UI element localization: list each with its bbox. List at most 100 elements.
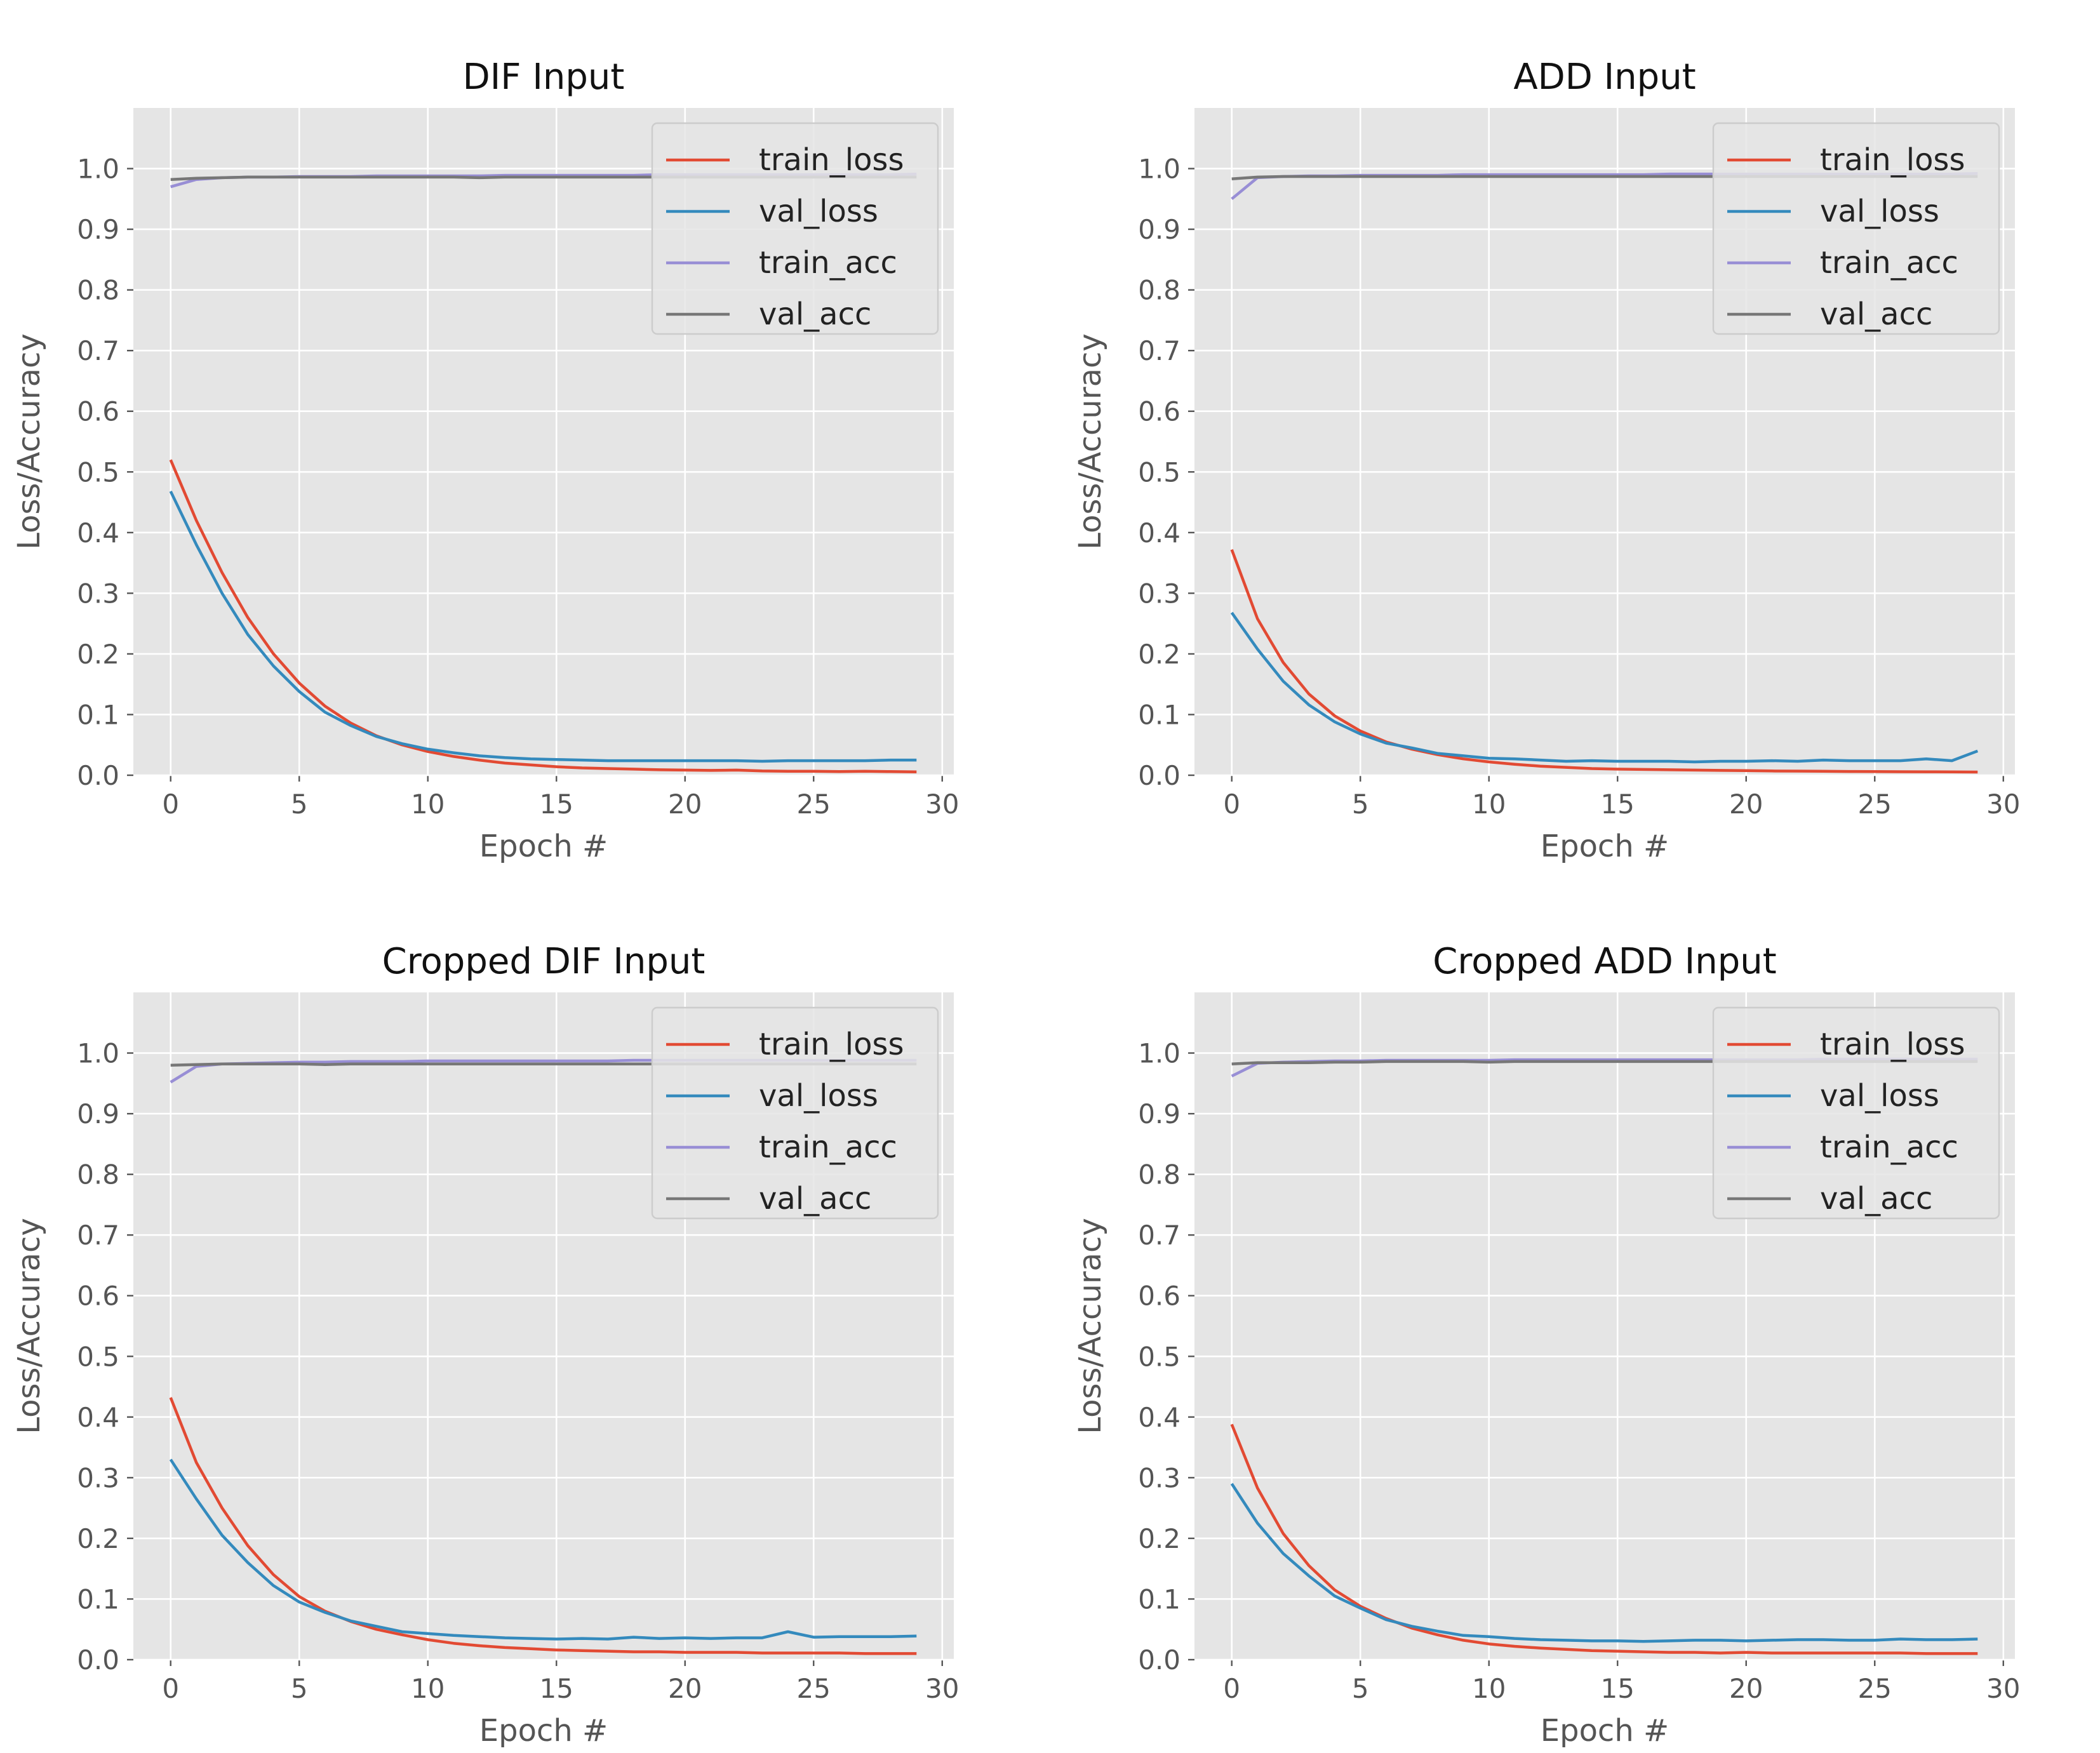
- y-tick-label: 0.7: [1138, 335, 1180, 366]
- legend: train_loss val_loss train_acc val_acc: [651, 1006, 939, 1220]
- legend: train_loss val_loss train_acc val_acc: [1712, 122, 2000, 335]
- legend-label-train-acc: train_acc: [759, 245, 897, 281]
- legend-label-train-loss: train_loss: [1820, 1027, 1965, 1062]
- y-tick-label: 0.2: [1138, 639, 1180, 670]
- chart-title: Cropped DIF Input: [382, 941, 706, 982]
- chart-title: Cropped ADD Input: [1433, 941, 1776, 982]
- x-tick-label: 0: [162, 789, 179, 820]
- legend-frame: [651, 122, 939, 335]
- y-tick-label: 0.6: [1138, 396, 1180, 427]
- x-tick-label: 5: [291, 1673, 308, 1704]
- series-line-val-loss: [169, 490, 917, 763]
- series-line-val-loss: [1230, 1483, 1978, 1643]
- y-tick-label: 0.8: [1138, 1159, 1180, 1190]
- series-line-train-loss: [1230, 549, 1978, 774]
- y-tick-label: 0.7: [77, 1220, 119, 1251]
- series-line-val-loss: [169, 1458, 917, 1641]
- x-tick-label: 0: [1223, 1673, 1240, 1704]
- x-tick-label: 10: [411, 789, 445, 820]
- x-tick-label: 25: [1858, 789, 1892, 820]
- x-tick-label: 20: [668, 1673, 702, 1704]
- y-axis-label: Loss/Accuracy: [1073, 333, 1108, 550]
- x-tick-label: 5: [1352, 1673, 1369, 1704]
- y-tick-label: 0.6: [77, 396, 119, 427]
- legend-label-train-acc: train_acc: [1820, 1130, 1958, 1165]
- y-tick-label: 0.1: [1138, 699, 1180, 730]
- x-tick-label: 30: [1986, 789, 2020, 820]
- x-tick-label: 10: [1472, 789, 1506, 820]
- y-tick-label: 0.5: [1138, 1341, 1180, 1372]
- y-tick-label: 1.0: [77, 1038, 119, 1069]
- chart-title: ADD Input: [1513, 57, 1695, 98]
- y-tick-label: 0.3: [77, 578, 119, 609]
- legend-frame: [1712, 122, 2000, 335]
- y-tick-label: 0.6: [77, 1281, 119, 1312]
- legend-label-val-acc: val_acc: [759, 297, 871, 332]
- x-tick-label: 5: [1352, 789, 1369, 820]
- y-tick-label: 0.9: [1138, 214, 1180, 245]
- series-line-train-loss: [169, 1397, 917, 1655]
- subplot-4: 0 5 10 15 20 25 30 0.0 0.1 0.2 0.3 0.4 0.5 0.6 0.7 0.8 0…: [1073, 941, 2021, 1749]
- y-tick-label: 0.8: [1138, 275, 1180, 306]
- y-tick-label: 0.4: [1138, 517, 1180, 549]
- x-tick-label: 25: [797, 1673, 831, 1704]
- x-axis-label: Epoch #: [479, 1713, 608, 1749]
- y-tick-label: 1.0: [1138, 1038, 1180, 1069]
- legend-label-val-loss: val_loss: [759, 1078, 878, 1114]
- y-tick-label: 0.4: [1138, 1402, 1180, 1433]
- legend-label-train-acc: train_acc: [759, 1130, 897, 1165]
- legend-label-val-loss: val_loss: [1820, 1078, 1939, 1114]
- y-tick-label: 0.1: [1138, 1583, 1180, 1615]
- x-tick-label: 20: [668, 789, 702, 820]
- y-tick-label: 0.8: [77, 1159, 119, 1190]
- x-tick-label: 30: [1986, 1673, 2020, 1704]
- y-tick-label: 1.0: [77, 154, 119, 185]
- x-tick-label: 5: [291, 789, 308, 820]
- x-tick-label: 15: [540, 1673, 573, 1704]
- y-tick-label: 0.9: [77, 214, 119, 245]
- x-tick-label: 30: [925, 1673, 959, 1704]
- y-tick-label: 0.2: [1138, 1523, 1180, 1554]
- x-tick-label: 25: [1858, 1673, 1892, 1704]
- legend-label-val-acc: val_acc: [1820, 297, 1932, 332]
- y-tick-label: 0.0: [1138, 1644, 1180, 1676]
- y-axis-label: Loss/Accuracy: [1073, 1218, 1108, 1434]
- y-tick-label: 0.7: [1138, 1220, 1180, 1251]
- y-tick-label: 0.4: [77, 1402, 119, 1433]
- y-axis-label: Loss/Accuracy: [11, 1218, 47, 1434]
- y-tick-label: 0.5: [77, 457, 119, 488]
- y-tick-label: 0.6: [1138, 1281, 1180, 1312]
- x-tick-label: 0: [1223, 789, 1240, 820]
- chart-title: DIF Input: [463, 57, 625, 98]
- legend-label-val-loss: val_loss: [1820, 194, 1939, 229]
- y-tick-label: 0.5: [1138, 457, 1180, 488]
- series-line-val-loss: [1230, 611, 1979, 764]
- x-tick-label: 15: [540, 789, 573, 820]
- legend: train_loss val_loss train_acc val_acc: [1712, 1006, 2000, 1220]
- legend-label-train-loss: train_loss: [1820, 142, 1965, 178]
- x-tick-label: 30: [925, 789, 959, 820]
- legend: train_loss val_loss train_acc val_acc: [651, 122, 939, 335]
- y-tick-label: 0.0: [1138, 760, 1180, 791]
- legend-label-train-acc: train_acc: [1820, 245, 1958, 281]
- legend-frame: [651, 1006, 939, 1220]
- y-tick-label: 0.9: [1138, 1098, 1180, 1130]
- y-tick-label: 0.4: [77, 517, 119, 549]
- x-tick-label: 0: [162, 1673, 179, 1704]
- subplot-1: 0 5 10 15 20 25 30 0.0 0.1 0.2 0.3 0.4 0.5 0.6 0.7 0.8 0…: [11, 57, 960, 864]
- y-tick-label: 0.3: [77, 1462, 119, 1493]
- series-line-train-loss: [1230, 1423, 1978, 1655]
- y-tick-label: 0.3: [1138, 1462, 1180, 1493]
- y-tick-label: 0.8: [77, 275, 119, 306]
- legend-label-val-acc: val_acc: [1820, 1181, 1932, 1216]
- y-tick-label: 1.0: [1138, 154, 1180, 185]
- series-line-train-loss: [169, 459, 917, 773]
- x-tick-label: 10: [411, 1673, 445, 1704]
- legend-label-train-loss: train_loss: [759, 142, 904, 178]
- legend-label-train-loss: train_loss: [759, 1027, 904, 1062]
- x-tick-label: 15: [1601, 1673, 1635, 1704]
- x-tick-label: 10: [1472, 1673, 1506, 1704]
- legend-label-val-acc: val_acc: [759, 1181, 871, 1216]
